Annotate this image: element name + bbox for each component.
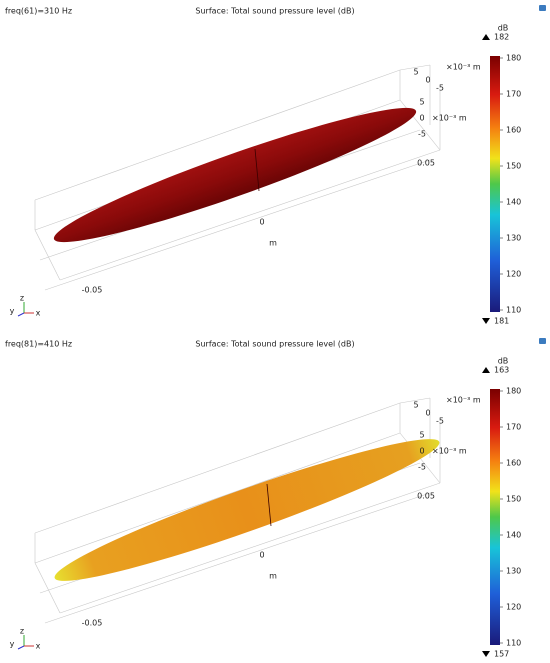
label: ×10⁻³ m (446, 63, 481, 72)
label: m (269, 572, 277, 581)
label: y (10, 640, 15, 649)
triad-axis (17, 312, 25, 317)
label: ×10⁻³ m (446, 396, 481, 405)
label: 110 (506, 639, 521, 648)
grid-line (34, 562, 61, 614)
color-bar (490, 389, 500, 645)
label: -5 (436, 417, 444, 426)
ellipsoid-surface (54, 439, 440, 581)
grid-line (34, 402, 401, 534)
grid-line (399, 64, 431, 71)
label: 110 (506, 306, 521, 315)
label: 140 (506, 198, 521, 207)
label: 163 (494, 366, 509, 375)
label: z (20, 294, 24, 303)
grid-line (59, 482, 441, 614)
label: -5 (436, 84, 444, 93)
label: dB (498, 24, 509, 33)
label: dB (498, 357, 509, 366)
color-bar (490, 56, 500, 312)
label: 120 (506, 270, 521, 279)
grid-line (59, 149, 441, 281)
grid-line (399, 99, 441, 151)
label: 0 (425, 409, 430, 418)
label: -5 (418, 463, 426, 472)
label: 0 (419, 447, 424, 456)
seam (254, 148, 260, 192)
label: 130 (506, 567, 521, 576)
label: 0 (259, 551, 264, 560)
label: freq(61)=310 Hz (5, 7, 72, 16)
label: 0 (259, 218, 264, 227)
label: 180 (506, 387, 521, 396)
label: 180 (506, 54, 521, 63)
label: z (20, 627, 24, 636)
min-marker (482, 651, 490, 657)
label: m (269, 239, 277, 248)
max-marker (482, 367, 490, 373)
label: -0.05 (82, 619, 103, 628)
label: 0.05 (417, 492, 435, 501)
triad-axis (17, 645, 25, 650)
label: ×10⁻³ m (432, 447, 467, 456)
label: 140 (506, 531, 521, 540)
label: 157 (494, 650, 509, 659)
grid-line (399, 397, 431, 404)
max-marker (482, 34, 490, 40)
label: 170 (506, 423, 521, 432)
grid-line (34, 69, 401, 201)
label: 5 (419, 98, 424, 107)
grid-line (34, 229, 61, 281)
label: 181 (494, 317, 509, 326)
grid-line (44, 159, 431, 291)
label: x (36, 309, 41, 318)
label: 0 (425, 76, 430, 85)
label: -0.05 (82, 286, 103, 295)
label: 0.05 (417, 159, 435, 168)
window-icon (539, 338, 546, 344)
label: 160 (506, 126, 521, 135)
label: 150 (506, 495, 521, 504)
label: 0 (419, 114, 424, 123)
label: x (36, 642, 41, 651)
label: Surface: Total sound pressure level (dB) (195, 340, 354, 349)
label: 120 (506, 603, 521, 612)
seam (266, 483, 272, 527)
label: freq(81)=410 Hz (5, 340, 72, 349)
label: 130 (506, 234, 521, 243)
grid-line (34, 432, 401, 564)
label: 5 (413, 68, 418, 77)
label: 150 (506, 162, 521, 171)
label: y (10, 307, 15, 316)
label: 5 (419, 431, 424, 440)
window-icon (539, 5, 546, 11)
ellipsoid-surface (53, 107, 417, 243)
label: 5 (413, 401, 418, 410)
label: 182 (494, 33, 509, 42)
label: -5 (418, 130, 426, 139)
label: 170 (506, 90, 521, 99)
label: ×10⁻³ m (432, 114, 467, 123)
grid-line (44, 492, 431, 624)
label: 160 (506, 459, 521, 468)
min-marker (482, 318, 490, 324)
label: Surface: Total sound pressure level (dB) (195, 7, 354, 16)
